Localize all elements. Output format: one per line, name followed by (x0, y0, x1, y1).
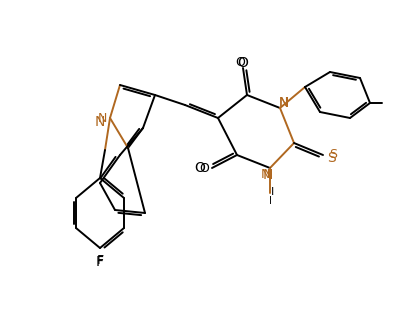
Text: F: F (96, 254, 104, 266)
Text: O: O (199, 162, 209, 175)
Text: N: N (97, 111, 107, 125)
Text: S: S (328, 151, 336, 165)
Text: N: N (278, 96, 288, 110)
Text: N: N (95, 115, 105, 129)
Text: N: N (263, 168, 273, 182)
Text: O: O (237, 56, 249, 70)
Text: N: N (260, 168, 270, 182)
Text: S: S (329, 148, 337, 162)
Text: O: O (195, 161, 205, 175)
Text: I: I (270, 187, 274, 197)
Text: N: N (279, 96, 289, 110)
Text: F: F (96, 255, 104, 269)
Text: O: O (235, 57, 245, 69)
Text: I: I (268, 196, 272, 206)
